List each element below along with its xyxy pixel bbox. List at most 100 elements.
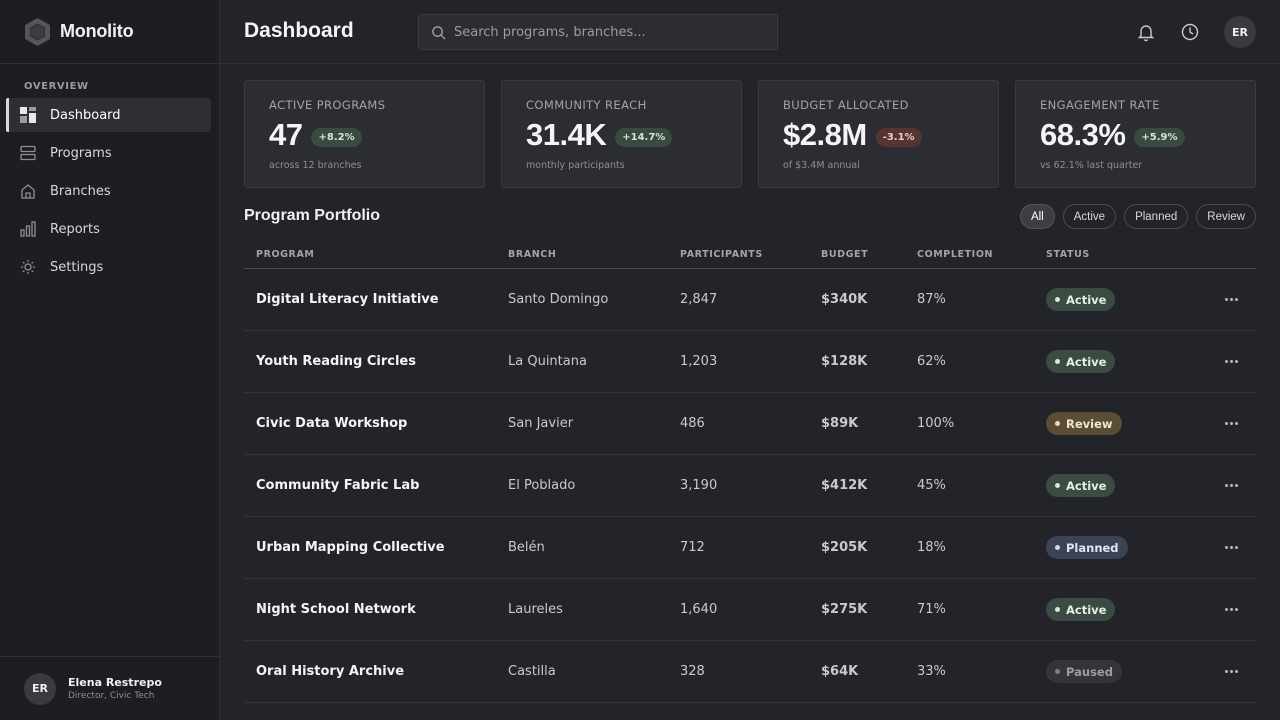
sidebar-item-label: Branches [50,183,111,199]
cell-budget: $89K [821,416,859,431]
sidebar-nav: Dashboard Programs Branches Reports Sett… [0,98,219,284]
hexagon-logo-icon [25,17,50,46]
brand-name: Monolito [60,21,134,41]
table-row[interactable]: Community Fabric Lab El Poblado 3,190 $4… [244,455,1256,517]
status-badge: Active [1046,288,1116,311]
more-actions-icon[interactable] [1224,484,1238,487]
stat-subtext: monthly participants [526,160,625,171]
sidebar: Monolito OVERVIEW Dashboard Programs Bra… [0,0,220,720]
more-actions-icon[interactable] [1224,298,1238,301]
cell-budget: $275K [821,602,868,617]
sidebar-item-label: Reports [50,221,100,237]
cell-budget: $64K [821,664,859,679]
more-actions-icon[interactable] [1224,546,1238,549]
home-icon [20,183,36,199]
cell-budget: $340K [821,292,868,307]
column-header-status[interactable]: STATUS [1046,248,1090,260]
filter-all-button[interactable]: All [1019,204,1055,229]
cell-completion: 33% [917,664,946,679]
stat-value: 68.3% [1040,117,1126,152]
bell-icon[interactable] [1136,22,1156,42]
more-actions-icon[interactable] [1224,360,1238,363]
status-badge: Active [1046,474,1116,497]
stat-card-engagement-rate[interactable]: ENGAGEMENT RATE 68.3% +5.9% vs 62.1% las… [1015,80,1256,188]
cell-participants: 2,847 [680,292,718,307]
user-role: Director, Civic Tech [68,691,155,701]
stat-subtext: of $3.4M annual [783,160,860,171]
stat-value: $2.8M [783,117,867,152]
table-row[interactable]: Youth Reading Circles La Quintana 1,203 … [244,331,1256,393]
sidebar-item-settings[interactable]: Settings [6,250,211,284]
cell-branch: Laureles [508,602,563,617]
stat-delta-badge: -3.1% [875,128,922,147]
section-title: Program Portfolio [244,207,381,224]
column-header-participants[interactable]: PARTICIPANTS [680,248,763,260]
clock-icon[interactable] [1180,22,1200,42]
status-filter-group: All Active Planned Review [1019,204,1256,229]
user-info: Elena Restrepo Director, Civic Tech [68,676,162,701]
status-badge: Paused [1046,660,1122,683]
brand[interactable]: Monolito [0,0,219,64]
column-header-program[interactable]: PROGRAM [256,248,315,260]
page-title: Dashboard [244,19,354,42]
sun-icon [20,259,36,275]
cell-program: Civic Data Workshop [256,416,408,431]
filter-review-button[interactable]: Review [1196,204,1256,229]
table-row[interactable]: Night School Network Laureles 1,640 $275… [244,579,1256,641]
nav-section-label: OVERVIEW [24,81,89,92]
stat-delta-badge: +5.9% [1134,128,1185,147]
cell-completion: 71% [917,602,946,617]
stat-card-community-reach[interactable]: COMMUNITY REACH 31.4K +14.7% monthly par… [501,80,742,188]
cell-program: Night School Network [256,602,416,617]
cell-completion: 62% [917,354,946,369]
cell-budget: $205K [821,540,868,555]
user-profile[interactable]: ER Elena Restrepo Director, Civic Tech [0,656,219,720]
table-row[interactable]: Urban Mapping Collective Belén 712 $205K… [244,517,1256,579]
sidebar-item-dashboard[interactable]: Dashboard [6,98,211,132]
column-header-completion[interactable]: COMPLETION [917,248,994,260]
more-actions-icon[interactable] [1224,670,1238,673]
stat-label: ACTIVE PROGRAMS [269,98,386,112]
filter-active-button[interactable]: Active [1062,204,1117,229]
table-row[interactable]: Oral History Archive Castilla 328 $64K 3… [244,641,1256,703]
header-avatar[interactable]: ER [1224,16,1256,48]
cell-branch: Santo Domingo [508,292,609,307]
stat-card-active-programs[interactable]: ACTIVE PROGRAMS 47 +8.2% across 12 branc… [244,80,485,188]
cell-branch: El Poblado [508,478,576,493]
user-name: Elena Restrepo [68,676,162,689]
search-box[interactable] [418,14,778,50]
cell-program: Youth Reading Circles [256,354,416,369]
more-actions-icon[interactable] [1224,422,1238,425]
stat-label: ENGAGEMENT RATE [1040,98,1160,112]
cell-branch: Castilla [508,664,556,679]
status-badge: Planned [1046,536,1128,559]
cell-program: Urban Mapping Collective [256,540,445,555]
sidebar-item-branches[interactable]: Branches [6,174,211,208]
stat-subtext: vs 62.1% last quarter [1040,160,1143,171]
bar-chart-icon [20,221,36,237]
cell-completion: 100% [917,416,955,431]
cell-participants: 1,640 [680,602,718,617]
stat-cards: ACTIVE PROGRAMS 47 +8.2% across 12 branc… [244,80,1256,188]
status-badge: Active [1046,350,1116,373]
search-icon [432,25,446,40]
column-header-budget[interactable]: BUDGET [821,248,869,260]
search-input[interactable] [454,24,764,40]
sidebar-item-reports[interactable]: Reports [6,212,211,246]
cell-budget: $412K [821,478,868,493]
cell-program: Digital Literacy Initiative [256,292,439,307]
table-row[interactable]: Digital Literacy Initiative Santo Doming… [244,269,1256,331]
more-actions-icon[interactable] [1224,608,1238,611]
stat-delta-badge: +8.2% [311,128,362,147]
stat-card-budget-allocated[interactable]: BUDGET ALLOCATED $2.8M -3.1% of $3.4M an… [758,80,999,188]
status-badge: Active [1046,598,1116,621]
filter-planned-button[interactable]: Planned [1124,204,1189,229]
sidebar-item-label: Settings [50,259,104,275]
table-row[interactable]: Civic Data Workshop San Javier 486 $89K … [244,393,1256,455]
column-header-branch[interactable]: BRANCH [508,248,557,260]
status-badge: Review [1046,412,1122,435]
sidebar-item-programs[interactable]: Programs [6,136,211,170]
avatar: ER [24,672,56,705]
sidebar-item-label: Programs [50,145,112,161]
topbar: Dashboard ER [220,0,1280,64]
